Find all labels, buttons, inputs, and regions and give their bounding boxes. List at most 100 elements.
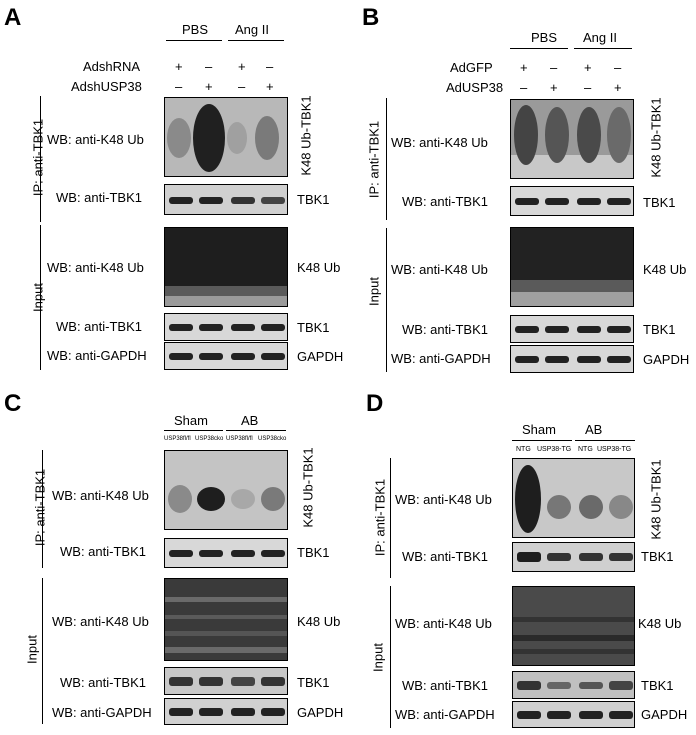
input-label: Input bbox=[25, 620, 40, 680]
sign: + bbox=[584, 60, 592, 75]
wb-label: WB: anti-GAPDH bbox=[47, 348, 147, 363]
group-label-2: Ang II bbox=[583, 30, 617, 45]
blot-k48ub bbox=[164, 227, 288, 307]
group-underline-1 bbox=[512, 440, 572, 441]
treatment-label-2: AdshUSP38 bbox=[71, 79, 142, 94]
group-label-1: PBS bbox=[531, 30, 557, 45]
sign: – bbox=[520, 80, 527, 95]
wb-label: WB: anti-TBK1 bbox=[402, 549, 488, 564]
sign: + bbox=[175, 59, 183, 74]
wb-label: WB: anti-K48 Ub bbox=[395, 616, 492, 631]
ip-bracket bbox=[390, 458, 391, 578]
group-underline-1 bbox=[166, 40, 222, 41]
lane-label: USP38-TG bbox=[597, 446, 631, 453]
lane-label: USP38cko bbox=[195, 436, 223, 442]
lane-label: USP38cko bbox=[258, 436, 286, 442]
treatment-label-1: AdshRNA bbox=[83, 59, 140, 74]
blot-k48ub bbox=[512, 586, 635, 666]
input-bracket bbox=[390, 586, 391, 728]
wb-label: WB: anti-K48 Ub bbox=[52, 488, 149, 503]
wb-label: WB: anti-TBK1 bbox=[60, 544, 146, 559]
sign: – bbox=[175, 79, 182, 94]
right-label: GAPDH bbox=[297, 349, 343, 364]
sign: + bbox=[266, 79, 274, 94]
group-label-1: Sham bbox=[522, 422, 556, 437]
blot-gapdh bbox=[510, 345, 634, 373]
group-underline-2 bbox=[228, 40, 284, 41]
blot-tbk1 bbox=[164, 667, 288, 695]
group-label-2: AB bbox=[241, 413, 258, 428]
right-label: TBK1 bbox=[643, 195, 676, 210]
ip-label: IP: anti-TBK1 bbox=[367, 100, 382, 220]
group-underline-2 bbox=[574, 48, 632, 49]
blot-tbk1 bbox=[164, 538, 288, 568]
input-label: Input bbox=[367, 262, 382, 322]
wb-label: WB: anti-TBK1 bbox=[56, 190, 142, 205]
blot-tbk1 bbox=[510, 315, 634, 343]
group-underline-2 bbox=[226, 430, 286, 431]
wb-label: WB: anti-K48 Ub bbox=[47, 132, 144, 147]
panel-letter: B bbox=[362, 4, 379, 32]
ip-label: IP: anti-TBK1 bbox=[373, 458, 388, 578]
sign: – bbox=[550, 60, 557, 75]
lane-label: USP38fl/fl bbox=[164, 436, 191, 442]
lane-label: NTG bbox=[578, 446, 593, 453]
right-label: TBK1 bbox=[297, 192, 330, 207]
group-underline-1 bbox=[510, 48, 568, 49]
group-underline-2 bbox=[575, 440, 635, 441]
sign: + bbox=[520, 60, 528, 75]
blot-k48ub-tbk1 bbox=[164, 97, 288, 177]
wb-label: WB: anti-TBK1 bbox=[402, 678, 488, 693]
wb-label: WB: anti-TBK1 bbox=[402, 322, 488, 337]
treatment-label-1: AdGFP bbox=[450, 60, 493, 75]
right-label: GAPDH bbox=[297, 705, 343, 720]
group-underline-1 bbox=[164, 430, 223, 431]
right-label: K48 Ub bbox=[297, 614, 340, 629]
input-label: Input bbox=[371, 628, 386, 688]
wb-label: WB: anti-TBK1 bbox=[402, 194, 488, 209]
right-label: GAPDH bbox=[641, 707, 687, 722]
sign: + bbox=[205, 79, 213, 94]
right-label: TBK1 bbox=[641, 549, 674, 564]
right-label: TBK1 bbox=[641, 678, 674, 693]
right-label: GAPDH bbox=[643, 352, 689, 367]
right-label: TBK1 bbox=[297, 675, 330, 690]
blot-k48ub bbox=[510, 227, 634, 307]
wb-label: WB: anti-GAPDH bbox=[391, 351, 491, 366]
lane-label: NTG bbox=[516, 446, 531, 453]
blot-tbk1 bbox=[512, 542, 635, 572]
right-label: K48 Ub-TBK1 bbox=[649, 88, 664, 188]
blot-tbk1 bbox=[510, 186, 634, 216]
lane-label: USP38-TG bbox=[537, 446, 571, 453]
wb-label: WB: anti-TBK1 bbox=[56, 319, 142, 334]
blot-k48ub-tbk1 bbox=[512, 458, 635, 538]
ip-label: IP: anti-TBK1 bbox=[33, 448, 48, 568]
ip-bracket bbox=[386, 98, 387, 220]
right-label: K48 Ub bbox=[297, 260, 340, 275]
group-label-2: Ang II bbox=[235, 22, 269, 37]
input-bracket bbox=[42, 578, 43, 724]
panel-letter: D bbox=[366, 390, 383, 418]
blot-tbk1 bbox=[164, 184, 288, 215]
wb-label: WB: anti-K48 Ub bbox=[52, 614, 149, 629]
right-label: K48 Ub-TBK1 bbox=[299, 86, 314, 186]
blot-k48ub-tbk1 bbox=[510, 99, 634, 179]
lane-label: USP38fl/fl bbox=[226, 436, 253, 442]
wb-label: WB: anti-K48 Ub bbox=[391, 135, 488, 150]
input-bracket bbox=[386, 228, 387, 372]
sign: + bbox=[550, 80, 558, 95]
blot-gapdh bbox=[164, 698, 288, 725]
group-label-2: AB bbox=[585, 422, 602, 437]
panel-letter: A bbox=[4, 4, 21, 32]
group-label-1: PBS bbox=[182, 22, 208, 37]
blot-tbk1 bbox=[512, 671, 635, 699]
right-label: K48 Ub-TBK1 bbox=[301, 438, 316, 538]
sign: – bbox=[266, 59, 273, 74]
sign: – bbox=[238, 79, 245, 94]
sign: – bbox=[584, 80, 591, 95]
right-label: TBK1 bbox=[643, 322, 676, 337]
wb-label: WB: anti-K48 Ub bbox=[47, 260, 144, 275]
group-label-1: Sham bbox=[174, 413, 208, 428]
sign: – bbox=[614, 60, 621, 75]
wb-label: WB: anti-K48 Ub bbox=[395, 492, 492, 507]
